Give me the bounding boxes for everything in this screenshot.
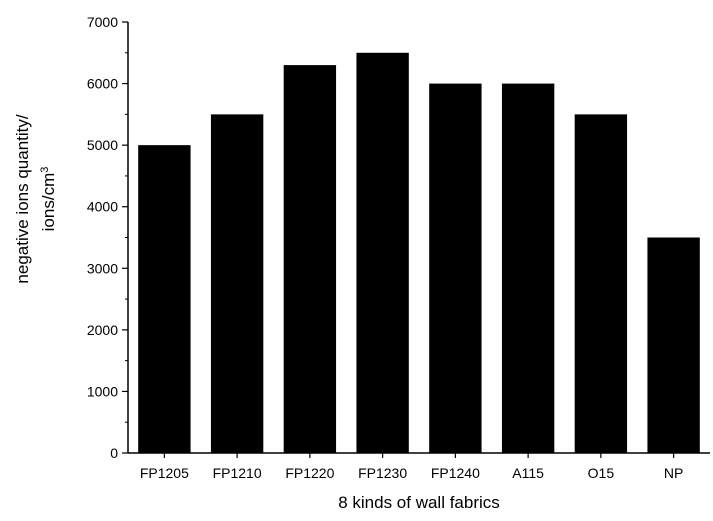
y-tick-label: 7000	[87, 14, 118, 30]
x-tick-label: FP1220	[285, 465, 334, 481]
x-tick-label: FP1240	[431, 465, 480, 481]
y-axis-title-line1: negative ions quantity/	[13, 114, 32, 283]
y-tick-label: 0	[110, 445, 118, 461]
svg-text:ions/cm3: ions/cm3	[39, 167, 58, 232]
y-tick-label: 4000	[87, 199, 118, 215]
plot-area: 0 1000 2000 3000 4000 5000 6000 7000 FP1205 FP121…	[87, 14, 710, 481]
bar	[501, 83, 555, 454]
y-tick-label: 5000	[87, 137, 118, 153]
y-tick-label: 1000	[87, 383, 118, 399]
bar	[210, 114, 264, 453]
bar	[429, 83, 482, 454]
y-axis-title-superscript: 3	[39, 167, 51, 173]
svg-text:negative ions quantity/: negative ions quantity/	[13, 114, 32, 283]
bar	[356, 52, 409, 454]
y-axis-title: negative ions quantity/ ions/cm3	[13, 114, 58, 283]
y-tick-label: 6000	[87, 76, 118, 92]
y-axis-title-line2: ions/cm	[39, 173, 58, 232]
y-tick-label: 2000	[87, 322, 118, 338]
x-tick-label: FP1230	[358, 465, 407, 481]
y-tick-label: 3000	[87, 260, 118, 276]
x-tick-label: FP1205	[140, 465, 189, 481]
x-tick-label: FP1210	[213, 465, 262, 481]
x-tick-label: NP	[664, 465, 683, 481]
x-axis-title: 8 kinds of wall fabrics	[338, 493, 500, 512]
bar	[283, 65, 337, 453]
x-tick-label: O15	[588, 465, 615, 481]
bar	[647, 237, 700, 453]
bar	[138, 145, 191, 453]
bar	[574, 114, 628, 453]
x-tick-label: A115	[512, 465, 544, 481]
